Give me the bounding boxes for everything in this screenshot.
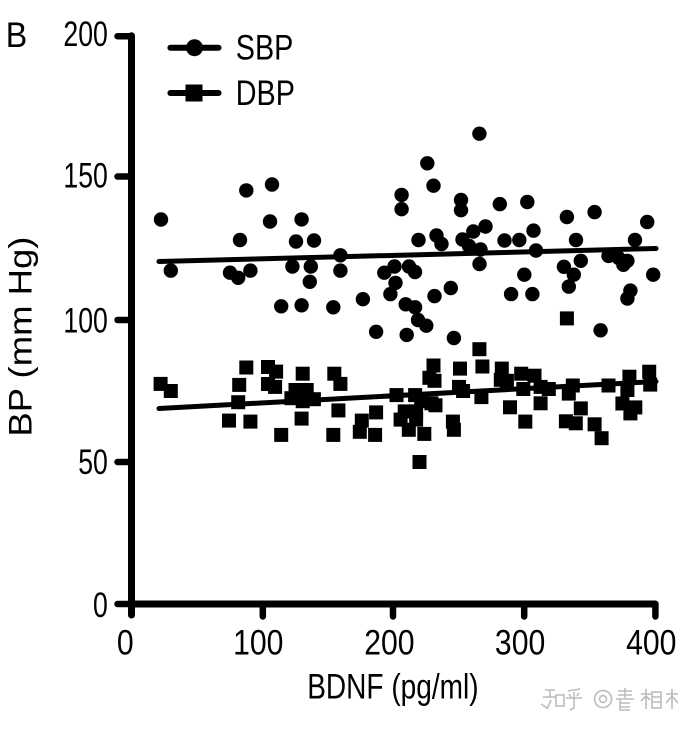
svg-text:300: 300 [495,622,545,662]
svg-text:150: 150 [63,156,107,196]
svg-text:50: 50 [78,442,108,482]
svg-text:400: 400 [626,622,676,662]
svg-text:0: 0 [93,585,108,625]
svg-text:BDNF (pg/ml): BDNF (pg/ml) [307,667,478,707]
svg-text:SBP: SBP [236,28,294,68]
svg-text:0: 0 [117,622,134,662]
svg-text:100: 100 [233,622,283,662]
svg-text:100: 100 [63,301,107,341]
svg-text:200: 200 [63,14,107,54]
svg-text:DBP: DBP [236,73,295,113]
svg-text:BP (mm Hg): BP (mm Hg) [3,237,39,437]
svg-text:B: B [6,17,27,56]
svg-text:200: 200 [364,622,414,662]
